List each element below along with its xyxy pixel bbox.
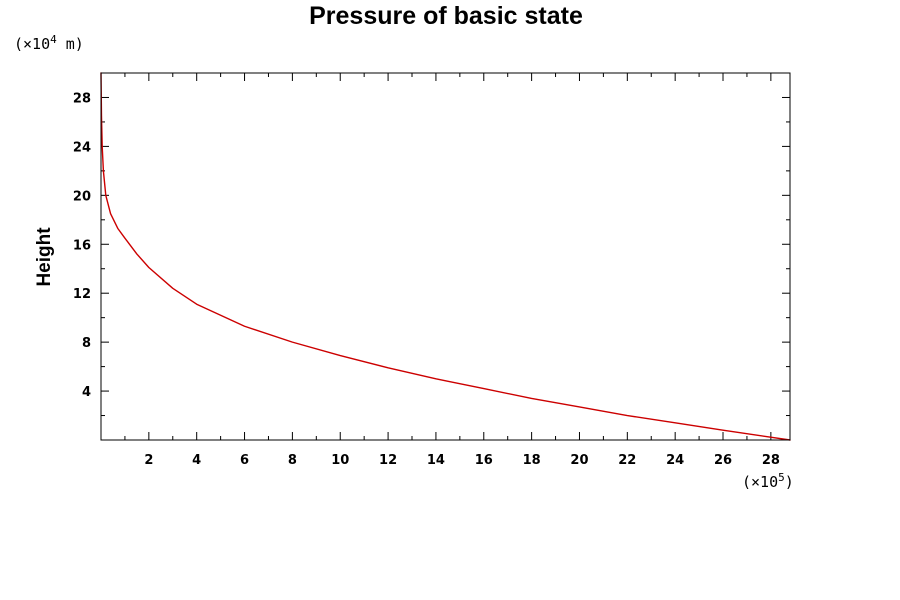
x-tick-label: 4	[192, 453, 201, 468]
x-tick-label: 10	[331, 453, 349, 468]
x-tick-label: 22	[618, 453, 636, 468]
series-group	[100, 72, 791, 441]
plot-frame	[100, 72, 791, 441]
chart-title: Pressure of basic state	[309, 2, 583, 30]
y-unit-suffix: m)	[57, 35, 84, 53]
x-tick-label: 14	[427, 453, 445, 468]
y-tick-label: 4	[82, 385, 91, 400]
y-unit-prefix: (×10	[14, 35, 50, 53]
y-tick-label: 28	[73, 91, 91, 106]
x-tick-label: 28	[762, 453, 780, 468]
y-tick-label: 12	[73, 287, 91, 302]
y-tick-label: 16	[73, 238, 91, 253]
x-tick-label: 6	[240, 453, 249, 468]
x-tick-label: 20	[570, 453, 588, 468]
y-axis-label: Height	[34, 227, 55, 287]
x-tick-label: 8	[288, 453, 297, 468]
y-tick-label: 20	[73, 189, 91, 204]
x-unit-prefix: (×10	[742, 473, 778, 491]
x-unit-suffix: )	[785, 473, 794, 491]
x-tick-label: 18	[523, 453, 541, 468]
axis-ticks	[100, 73, 790, 440]
y-tick-label: 24	[73, 140, 91, 155]
x-tick-label: 26	[714, 453, 732, 468]
x-tick-label: 24	[666, 453, 684, 468]
x-unit-label: (×105)	[742, 471, 794, 491]
x-unit-exponent: 5	[778, 471, 785, 484]
series-line-0	[100, 72, 791, 441]
x-tick-label: 12	[379, 453, 397, 468]
x-tick-label: 16	[475, 453, 493, 468]
y-unit-exponent: 4	[50, 33, 57, 46]
y-tick-label: 8	[82, 336, 91, 351]
y-unit-label: (×104 m)	[14, 33, 84, 53]
x-tick-label: 2	[144, 453, 153, 468]
